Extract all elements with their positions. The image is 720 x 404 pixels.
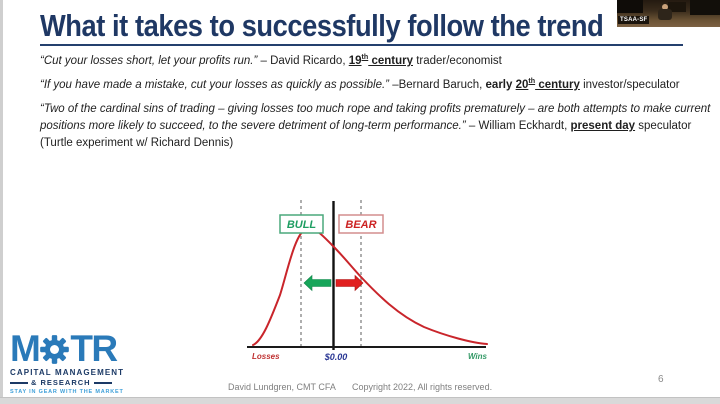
left-arrow-icon (303, 274, 332, 292)
person-silhouette-body (658, 9, 672, 20)
video-caption-badge: TSAA-SF (618, 16, 650, 24)
distribution-chart-svg: BULL BEAR Losses $0.00 Wins (247, 200, 488, 362)
webcam-video-thumbnail[interactable]: TSAA-SF (617, 0, 720, 27)
logo-letters-tr: TR (70, 328, 118, 369)
bull-label: BULL (287, 219, 317, 231)
logo-letter-m: M (10, 328, 41, 369)
motr-logo: M TR CAPITAL MANAGEMENT & RESEARCH STAY … (10, 328, 150, 395)
bear-label: BEAR (345, 219, 376, 231)
logo-tagline: STAY IN GEAR WITH THE MARKET (10, 389, 124, 395)
zero-label: $0.00 (324, 352, 348, 362)
distribution-curve (252, 227, 488, 346)
slide-bottom-edge (0, 397, 720, 404)
quote-ricardo: “Cut your losses short, let your profits… (40, 53, 502, 67)
video-dark-region (617, 0, 643, 13)
logo-dash-left (10, 381, 28, 384)
quotes-section: “Cut your losses short, let your profits… (40, 53, 718, 159)
bull-box (279, 214, 324, 234)
gear-icon (40, 334, 70, 364)
bear-box (338, 214, 384, 234)
logo-capital-management: CAPITAL MANAGEMENT (10, 368, 125, 377)
wins-label: Wins (468, 352, 488, 361)
logo-research-row: & RESEARCH (10, 378, 150, 387)
losses-label: Losses (252, 352, 280, 361)
monitor-silhouette-2 (668, 2, 686, 12)
footer-author: David Lundgren, CMT CFA (228, 382, 336, 392)
logo-research: & RESEARCH (31, 378, 91, 387)
page-number: 6 (658, 374, 664, 385)
right-arrow-icon (335, 274, 364, 292)
monitor-silhouette (690, 0, 720, 15)
slide-left-edge (0, 0, 3, 404)
distribution-chart: BULL BEAR Losses $0.00 Wins (240, 193, 500, 371)
footer-copyright: Copyright 2022, All rights reserved. (352, 382, 493, 392)
person-silhouette-head (662, 4, 668, 10)
quote-eckhardt: “Two of the cardinal sins of trading – g… (40, 103, 711, 149)
motr-wordmark: M TR (10, 328, 150, 369)
logo-dash-right (93, 381, 112, 384)
title-underline (40, 44, 683, 46)
slide-title: What it takes to successfully follow the… (40, 8, 604, 43)
quote-baruch: “If you have made a mistake, cut your lo… (40, 77, 680, 91)
